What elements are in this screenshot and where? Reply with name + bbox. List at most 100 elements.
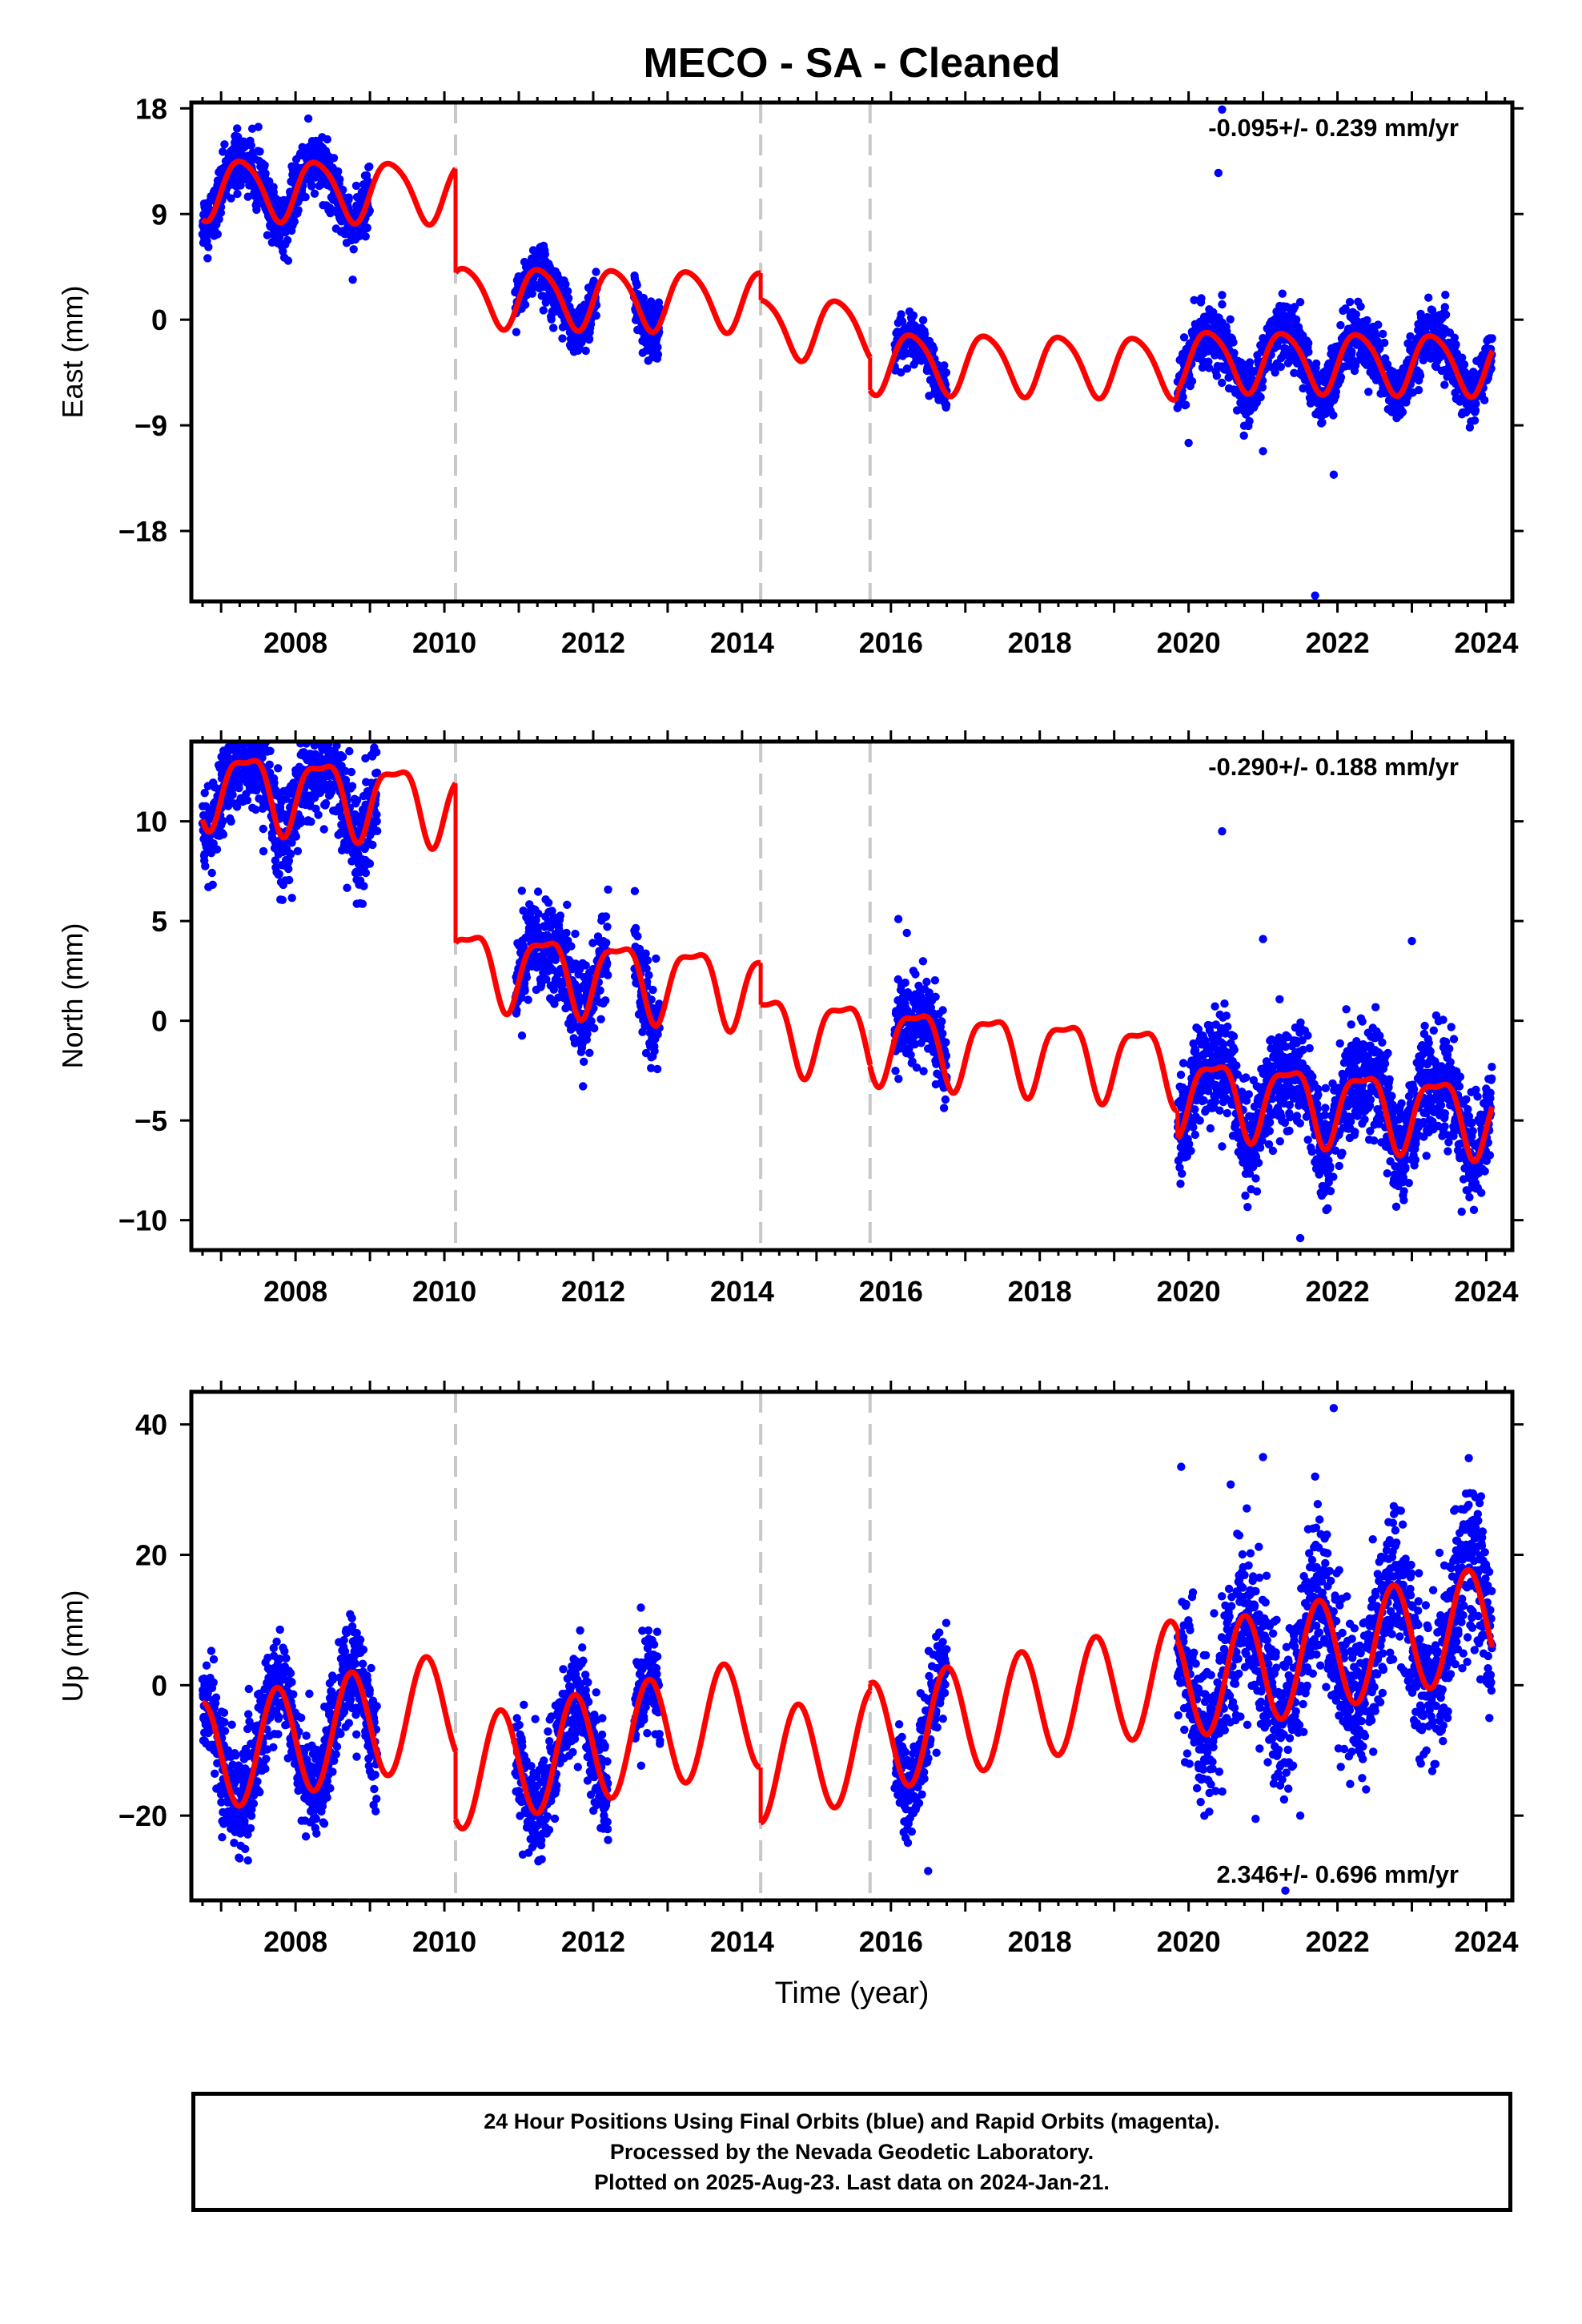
data-point [307, 817, 315, 826]
data-point [320, 710, 328, 718]
data-point [313, 703, 321, 711]
data-point [1415, 371, 1425, 380]
data-point [283, 256, 293, 265]
data-point [601, 996, 610, 1005]
data-point [1363, 316, 1371, 325]
y-tick-label: 18 [135, 92, 167, 125]
data-point [1220, 999, 1229, 1008]
data-point [931, 992, 940, 1002]
data-point [909, 311, 918, 320]
data-point [315, 719, 323, 727]
data-point [891, 1067, 900, 1076]
data-point [236, 181, 245, 190]
data-point [1251, 1174, 1260, 1183]
data-point [263, 231, 272, 239]
data-point [259, 725, 267, 733]
data-point [592, 267, 600, 276]
data-point [1239, 431, 1248, 440]
data-point [603, 923, 612, 931]
data-point [1244, 1090, 1254, 1099]
data-point [1304, 348, 1313, 356]
data-point [540, 250, 549, 259]
data-point [1179, 333, 1189, 342]
data-point [1379, 329, 1387, 339]
data-point [1480, 396, 1489, 404]
data-point [294, 206, 303, 215]
data-point [632, 280, 641, 290]
data-point [372, 817, 381, 826]
data-point [1242, 1073, 1251, 1082]
data-point [315, 729, 323, 737]
data-point [1380, 338, 1389, 348]
y-tick-label: 9 [151, 198, 167, 231]
data-point [1256, 392, 1265, 402]
x-tick-label: 2022 [1306, 626, 1370, 659]
data-point [539, 306, 548, 315]
data-point [265, 177, 274, 186]
data-point [315, 698, 323, 706]
data-point [235, 702, 243, 710]
x-tick-label: 2010 [412, 626, 476, 659]
data-point [201, 862, 210, 870]
data-point [1223, 1108, 1232, 1118]
data-point [242, 698, 250, 706]
data-point [1336, 372, 1346, 382]
data-point [323, 727, 331, 735]
data-point [302, 730, 310, 738]
data-point [579, 1082, 588, 1091]
data-point [919, 1067, 928, 1076]
data-point [334, 167, 343, 176]
data-point [233, 712, 241, 720]
data-point [235, 783, 243, 793]
data-point [253, 699, 261, 707]
data-point [287, 894, 296, 903]
data-point [293, 846, 303, 856]
data-point [247, 141, 255, 150]
data-point [227, 194, 235, 203]
data-point [372, 748, 381, 757]
data-point [941, 1095, 950, 1104]
data-point [1336, 320, 1345, 330]
data-point [255, 147, 264, 156]
data-point [339, 752, 347, 762]
data-point [1345, 297, 1355, 307]
data-point [1452, 340, 1460, 349]
data-point [520, 987, 529, 995]
data-point [1311, 359, 1321, 368]
data-point [314, 810, 323, 819]
data-point [349, 245, 358, 254]
data-point [1176, 1070, 1186, 1080]
data-point [938, 1017, 946, 1026]
data-point [219, 147, 227, 156]
data-point [1199, 1096, 1208, 1105]
data-point [918, 957, 928, 966]
data-point [232, 697, 240, 705]
data-point [643, 956, 652, 965]
data-point [1197, 294, 1206, 303]
data-point [1232, 1061, 1241, 1070]
data-point [235, 707, 243, 715]
data-point [648, 985, 657, 995]
data-point [204, 243, 213, 251]
data-point [323, 135, 331, 144]
data-point [1470, 416, 1480, 425]
data-point [512, 328, 521, 336]
data-point [938, 1006, 947, 1015]
data-point [1440, 380, 1449, 389]
data-point [1211, 1002, 1219, 1011]
data-point [596, 1015, 605, 1023]
data-point [279, 247, 287, 255]
data-point [359, 882, 368, 891]
data-point [234, 710, 242, 718]
data-point [534, 909, 543, 919]
data-point [1215, 1106, 1224, 1115]
data-point [564, 294, 573, 303]
data-point [1441, 310, 1451, 320]
data-point [203, 254, 212, 263]
data-point [1265, 1127, 1275, 1136]
data-point [1278, 289, 1287, 298]
data-point [232, 725, 240, 733]
data-point [520, 300, 530, 309]
data-point [328, 710, 336, 718]
data-point [284, 864, 293, 874]
